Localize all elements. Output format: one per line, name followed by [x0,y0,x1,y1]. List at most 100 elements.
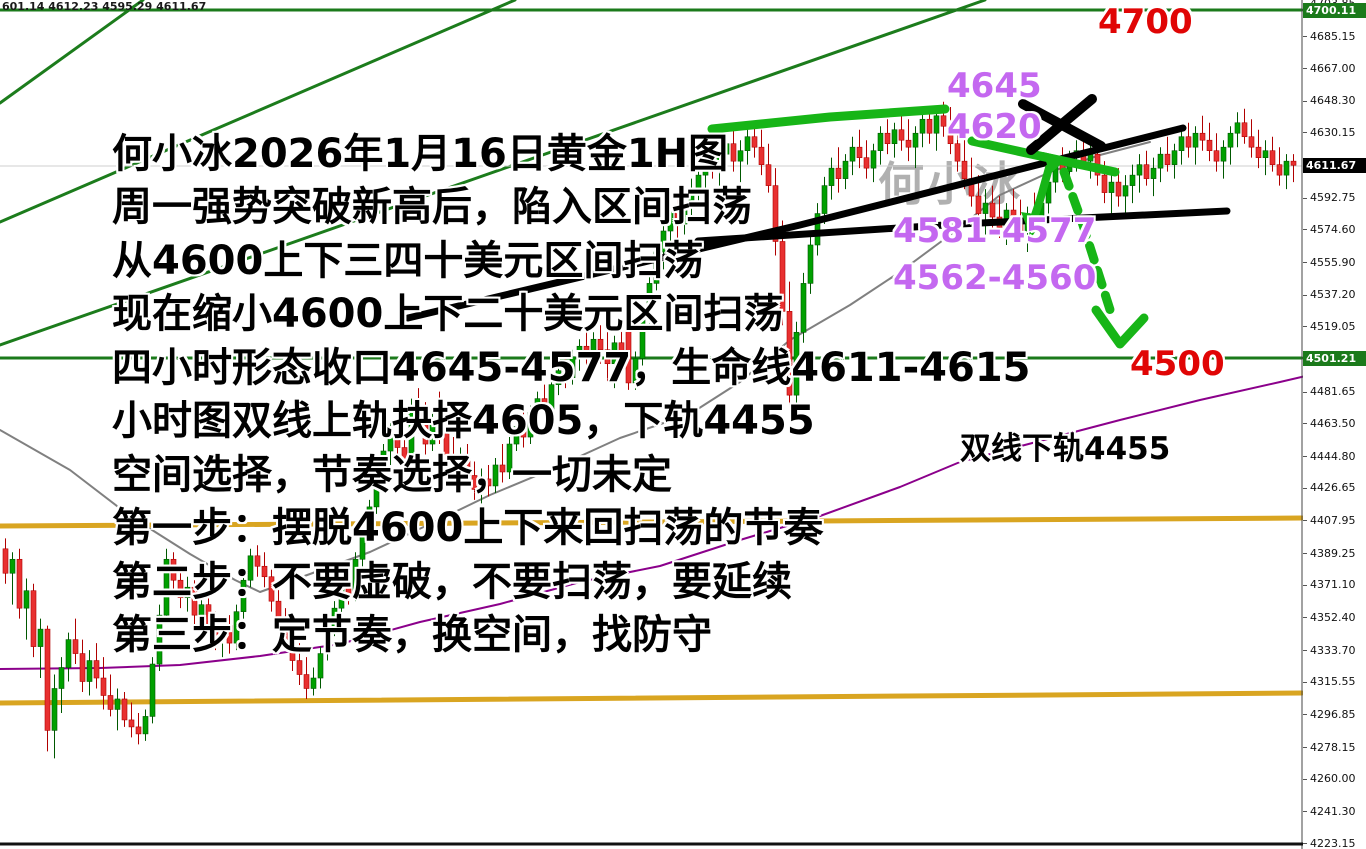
price-label-4700: 4700 [1098,2,1193,42]
candle-body [23,590,30,609]
axis-tick-mark [1303,681,1307,683]
axis-tick-label: 4241.30 [1310,804,1356,818]
candle-body [1234,122,1241,134]
annotation-line-3: 从4600上下三四十美元区间扫荡 [112,238,704,284]
candle-body [387,433,394,452]
candle-body [198,604,205,616]
candle-body [730,143,737,162]
candle-body [541,398,548,410]
candle-body [618,342,625,361]
candle-body [737,150,744,162]
candle-body [1255,146,1262,158]
candle-body [2,548,9,574]
candle-body [947,125,954,145]
candle-body [527,412,534,438]
candle-body [625,330,632,384]
axis-tick-label: 4574.60 [1310,222,1356,236]
axis-tick-mark [1303,584,1307,586]
candle-body [1283,160,1290,176]
candle-body [51,688,58,731]
candle-body [100,677,107,696]
candle-body [9,558,16,574]
candle-body [352,558,359,595]
axis-price-tag: 4611.67 [1303,157,1366,173]
axis-tick-mark [1303,132,1307,134]
candle-body [681,202,688,225]
price-label-4581-4577: 4581-4577 [893,211,1097,251]
horizontal-trendline [694,207,1231,245]
candle-body [492,464,499,487]
candle-body [1178,136,1185,151]
candle-body [30,590,37,647]
candle-body [331,607,338,630]
candle-body [156,614,163,665]
candle-body [429,419,436,445]
candle-body [779,241,786,312]
candle-body [450,454,457,469]
annotation-line-2: 周一强势突破新高后，陷入区间扫荡 [112,184,752,230]
candle-body [135,726,142,735]
x-mark-stroke-2 [1026,94,1097,155]
axis-tick-label: 4537.20 [1310,288,1356,302]
axis-tick-mark [1303,811,1307,813]
price-axis[interactable]: 4703.854685.154667.004648.304630.154592.… [1303,0,1366,849]
candle-body [562,370,569,378]
candle-body [933,115,940,134]
price-label-4620: 4620 [947,107,1042,147]
axis-tick-mark [1303,229,1307,231]
candle-body [975,195,982,214]
candle-body [191,586,198,616]
candle-body [114,698,121,710]
candle-body [870,150,877,169]
axis-tick-label: 4352.40 [1310,610,1356,624]
annotation-line-10: 第三步：定节奏，换空间，找防守 [112,612,712,658]
channel-line-a [0,0,145,105]
axis-tick-label: 4223.15 [1310,836,1356,849]
candle-body [1136,164,1143,176]
candle-body [1227,132,1234,148]
candle-body [1108,181,1115,193]
candle-body [898,129,905,141]
axis-tick-label: 4296.85 [1310,707,1356,721]
ma-gray [0,141,1151,593]
candle-body [688,188,695,204]
candle-body [758,146,765,165]
candle-body [37,628,44,647]
candle-body [884,132,891,145]
candle-body [905,139,912,148]
price-label-4500: 4500 [1130,344,1225,384]
candle-body [16,558,23,609]
candle-body [842,160,849,179]
candle-body [212,628,219,640]
candle-body [821,185,828,214]
axis-tick-mark [1303,262,1307,264]
candle-body [464,457,471,476]
candle-body [121,698,128,721]
candle-body [170,558,177,581]
candle-body [709,160,716,169]
price-label-4562-4560: 4562-4560 [893,258,1097,298]
candle-body [93,660,100,679]
candle-body [345,583,352,595]
candle-body [324,628,331,654]
candle-body [478,478,485,490]
candle-body [744,136,751,151]
axis-price-tag: 4501.21 [1303,350,1366,366]
candle-body [296,660,303,675]
axis-tick-mark [1303,391,1307,393]
candle-body [282,621,289,640]
candle-body [611,342,618,365]
candle-body [380,450,387,476]
candle-body [961,160,968,179]
annotation-line-4: 现在缩小4600上下二十美元区间扫荡 [112,291,784,337]
candle-body [443,433,450,455]
green-top-resistance [707,104,950,134]
candle-body [534,398,541,413]
candle-body [590,338,597,358]
axis-tick-mark [1303,197,1307,199]
orange-upper-line [0,515,1305,529]
candle-body [786,311,793,396]
candle-body [660,230,667,253]
axis-tick-mark [1303,294,1307,296]
